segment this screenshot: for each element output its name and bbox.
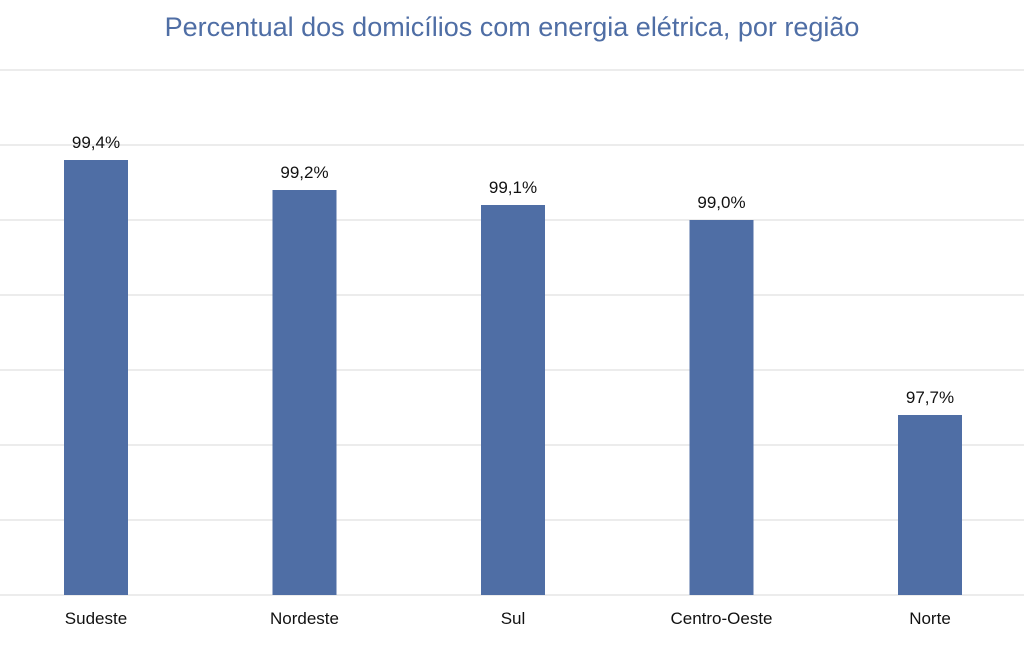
bar-nordeste (272, 190, 337, 595)
category-label: Centro-Oeste (670, 609, 772, 628)
bars (64, 160, 962, 595)
data-label: 99,0% (697, 193, 745, 212)
category-labels: Sudeste Nordeste Sul Centro-Oeste Norte (65, 609, 951, 628)
bar-sul (481, 205, 545, 595)
data-label: 97,7% (906, 388, 954, 407)
data-label: 99,2% (280, 163, 328, 182)
data-label: 99,4% (72, 133, 120, 152)
category-label: Sul (501, 609, 526, 628)
value-labels: 99,4% 99,2% 99,1% 99,0% 97,7% (72, 133, 954, 407)
data-label: 99,1% (489, 178, 537, 197)
category-label: Norte (909, 609, 951, 628)
category-label: Sudeste (65, 609, 127, 628)
chart-title: Percentual dos domicílios com energia el… (164, 12, 860, 42)
bar-norte (898, 415, 962, 595)
category-label: Nordeste (270, 609, 339, 628)
bar-sudeste (64, 160, 128, 595)
bar-centro-oeste (689, 220, 754, 595)
